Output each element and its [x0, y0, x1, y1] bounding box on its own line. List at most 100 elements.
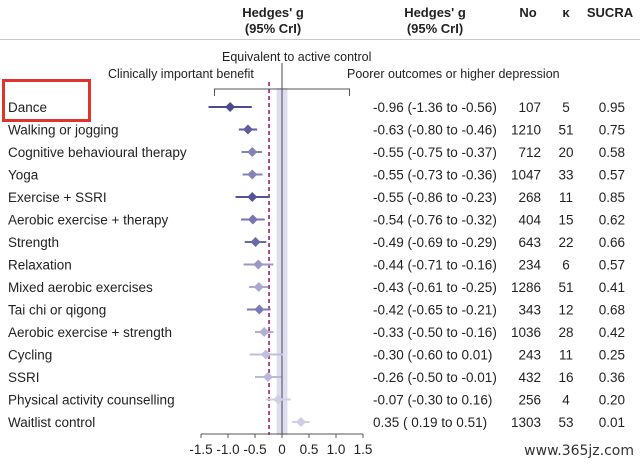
estimate-ci-text: -0.96 (-1.36 to -0.56) [373, 100, 497, 115]
sample-size: 243 [518, 348, 541, 363]
study-count: 33 [558, 168, 573, 183]
kappa-column-header: κ [562, 5, 570, 20]
point-estimate-marker [260, 349, 271, 360]
sucra-value: 0.57 [599, 168, 625, 183]
study-count: 11 [559, 348, 573, 363]
estimate-ci-text: -0.49 (-0.69 to -0.29) [373, 235, 497, 250]
point-estimate-marker [254, 304, 265, 315]
sample-size: 1047 [511, 168, 541, 183]
sample-size: 432 [518, 370, 541, 385]
highlight-box [2, 79, 91, 122]
point-estimate-marker [295, 417, 306, 427]
row-label: Yoga [8, 168, 39, 183]
study-count: 6 [562, 258, 570, 273]
forest-column-header: Hedges' g (95% CrI) [218, 5, 328, 37]
x-tick-label: -1.5 [189, 442, 212, 457]
sucra-value: 0.66 [599, 235, 625, 250]
estimate-ci-text: -0.55 (-0.86 to -0.23) [373, 190, 497, 205]
row-label: Strength [8, 235, 59, 250]
study-count: 15 [558, 213, 573, 228]
point-estimate-marker [259, 327, 270, 337]
sample-size: 256 [518, 393, 541, 408]
point-estimate-marker [247, 147, 258, 157]
study-count: 28 [558, 325, 573, 340]
sucra-value: 0.57 [599, 258, 625, 273]
watermark: www.365jz.com [498, 438, 640, 465]
x-tick-label: 1.0 [327, 442, 346, 457]
row-label: Mixed aerobic exercises [8, 280, 153, 295]
estimate-ci-text: -0.26 (-0.50 to -0.01) [373, 370, 497, 385]
sample-size: 268 [518, 190, 541, 205]
sucra-value: 0.41 [599, 280, 625, 295]
row-label: Exercise + SSRI [8, 190, 107, 205]
point-estimate-marker [262, 372, 273, 382]
sample-size: 643 [518, 235, 541, 250]
sucra-value: 0.20 [599, 393, 625, 408]
row-label: Dance [8, 100, 47, 115]
study-count: 53 [558, 415, 573, 430]
header-rule [0, 39, 640, 40]
estimate-ci-text: 0.35 ( 0.19 to 0.51) [373, 415, 487, 430]
study-count: 51 [558, 280, 573, 295]
sample-size: 1036 [511, 325, 541, 340]
estimate-ci-text: -0.07 (-0.30 to 0.16) [373, 393, 492, 408]
sample-size: 234 [518, 258, 541, 273]
x-tick-label: 0 [278, 442, 286, 457]
reference-bracket [214, 88, 350, 96]
point-estimate-marker [247, 192, 258, 202]
sample-size: 712 [518, 145, 541, 160]
estimate-ci-text: -0.42 (-0.65 to -0.21) [373, 303, 497, 318]
sucra-value: 0.75 [599, 123, 625, 138]
sample-size: 1303 [511, 415, 541, 430]
row-label: Relaxation [8, 258, 72, 273]
estimate-ci-text: -0.33 (-0.50 to -0.16) [373, 325, 497, 340]
no-column-header: No [519, 5, 537, 20]
study-count: 12 [558, 303, 573, 318]
estimate-header-title: Hedges' g [404, 5, 466, 20]
sample-size: 107 [518, 100, 541, 115]
study-count: 4 [562, 393, 570, 408]
study-count: 16 [558, 370, 573, 385]
sucra-value: 0.58 [599, 145, 625, 160]
sucra-value: 0.95 [599, 100, 625, 115]
annotation-poorer: Poorer outcomes or higher depression [347, 67, 560, 81]
estimate-ci-text: -0.44 (-0.71 to -0.16) [373, 258, 497, 273]
estimate-ci-text: -0.54 (-0.76 to -0.32) [373, 213, 497, 228]
point-estimate-marker [247, 214, 258, 225]
point-estimate-marker [247, 169, 258, 180]
sucra-value: 0.42 [599, 325, 625, 340]
x-tick-label: 1.5 [354, 442, 373, 457]
study-count: 51 [558, 123, 573, 138]
sample-size: 1286 [511, 280, 541, 295]
point-estimate-marker [273, 394, 284, 405]
sucra-value: 0.01 [599, 415, 625, 430]
sample-size: 343 [518, 303, 541, 318]
sample-size: 404 [518, 213, 541, 228]
row-label: Aerobic exercise + therapy [8, 213, 168, 228]
annotation-clinical: Clinically important benefit [108, 67, 254, 81]
sucra-value: 0.25 [599, 348, 625, 363]
sucra-value: 0.36 [599, 370, 625, 385]
annotation-equivalent: Equivalent to active control [222, 50, 371, 64]
sucra-value: 0.68 [599, 303, 625, 318]
study-count: 5 [562, 100, 570, 115]
point-estimate-marker [250, 237, 261, 247]
row-label: Cycling [8, 348, 52, 363]
sucra-value: 0.62 [599, 213, 625, 228]
x-tick-label: -1.0 [216, 442, 239, 457]
row-label: Physical activity counselling [8, 393, 175, 408]
forest-header-subtitle: (95% CrI) [244, 21, 302, 36]
point-estimate-marker [225, 102, 236, 112]
sucra-value: 0.85 [599, 190, 625, 205]
row-label: Aerobic exercise + strength [8, 325, 172, 340]
estimate-ci-text: -0.63 (-0.80 to -0.46) [373, 123, 497, 138]
row-label: SSRI [8, 370, 40, 385]
sucra-column-header: SUCRA [586, 5, 634, 20]
study-count: 11 [559, 190, 573, 205]
forest-header-title: Hedges' g [242, 5, 304, 20]
row-label: Cognitive behavioural therapy [8, 145, 187, 160]
point-estimate-marker [242, 124, 253, 135]
point-estimate-marker [253, 259, 264, 270]
estimate-ci-text: -0.30 (-0.60 to 0.01) [373, 348, 492, 363]
